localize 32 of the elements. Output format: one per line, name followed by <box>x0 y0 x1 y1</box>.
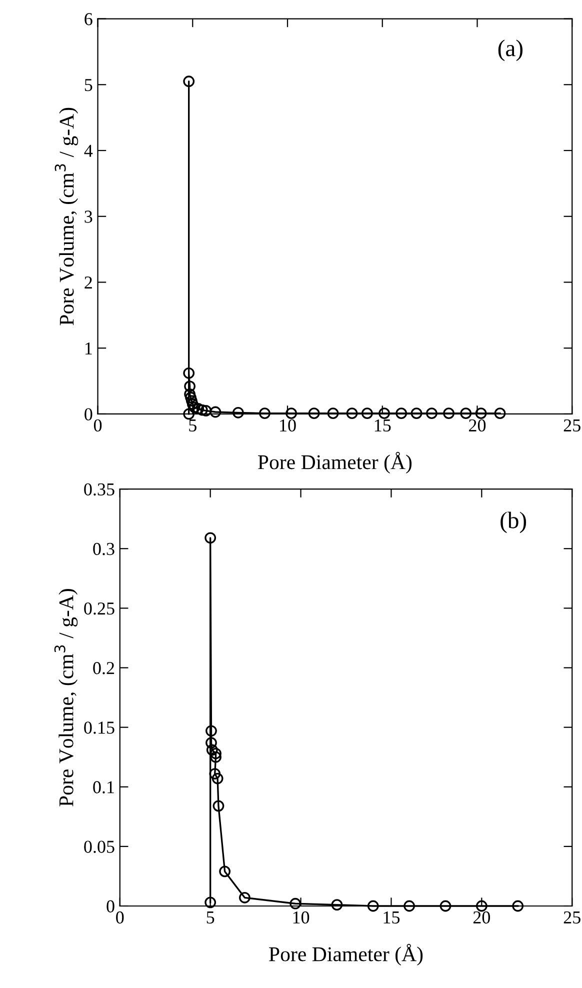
y-tick-label: 0.35 <box>84 483 114 496</box>
x-tick-label: 0 <box>116 911 124 924</box>
y-tick-label: 0.15 <box>84 722 114 734</box>
y-tick-label: 0.3 <box>93 542 114 556</box>
y-tick-label: 0 <box>106 900 114 912</box>
y-tick-label: 0.1 <box>93 781 114 794</box>
x-tick-label: 20 <box>469 419 486 432</box>
y-tick-label: 0.05 <box>84 840 114 853</box>
x-tick-label: 5 <box>206 912 214 924</box>
y-tick-label: 5 <box>84 79 92 92</box>
annotation: (a) <box>498 40 523 62</box>
y-tick-label: 2 <box>84 276 92 289</box>
y-tick-label: 4 <box>84 144 93 157</box>
y-tick-label: 1 <box>85 342 92 354</box>
y-tick-label: 0.2 <box>93 662 114 674</box>
x-tick-label: 25 <box>564 419 580 432</box>
annotation: (b) <box>500 512 526 534</box>
x-axis-title: Pore Diameter (Å) <box>258 452 412 474</box>
y-axis-title: Pore Volume, (cm$^{3}$ / g-A) <box>54 589 78 806</box>
y-tick-label: 3 <box>84 210 92 223</box>
x-tick-label: 10 <box>293 911 310 924</box>
x-tick-label: 20 <box>473 911 490 924</box>
x-axis-title: Pore Diameter (Å) <box>269 944 423 966</box>
x-tick-label: 15 <box>384 911 400 924</box>
x-tick-label: 15 <box>374 419 391 432</box>
x-tick-label: 10 <box>280 419 296 432</box>
x-tick-label: 25 <box>564 911 580 924</box>
y-tick-label: 0 <box>84 408 92 420</box>
y-tick-label: 0.25 <box>84 602 114 615</box>
x-tick-label: 5 <box>189 420 196 432</box>
y-axis-title: Pore Volume, (cm$^{3}$ / g-A) <box>54 108 78 326</box>
y-tick-label: 6 <box>84 13 92 26</box>
